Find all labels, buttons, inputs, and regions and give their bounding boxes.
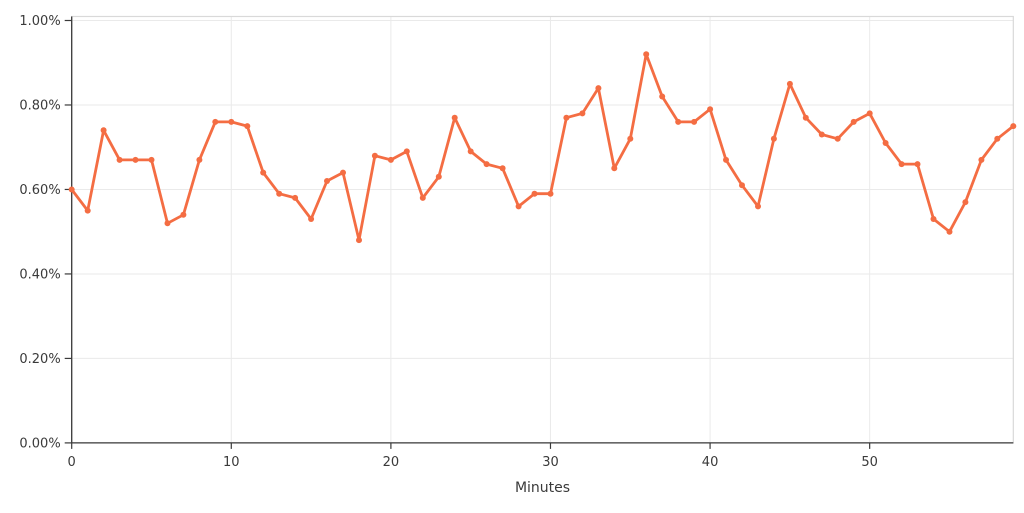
data-point [212,118,219,125]
data-point [930,216,937,222]
y-tick-label: 0.20% [19,352,60,367]
data-point [100,127,107,134]
x-axis-title: Minutes [515,480,570,496]
data-point [324,178,330,184]
data-point [244,123,251,130]
data-point [387,156,394,163]
x-tick-label: 0 [68,455,76,470]
data-point [818,131,825,138]
data-point [611,165,618,172]
data-point [116,156,123,163]
data-point [579,110,586,117]
data-point [946,228,953,235]
data-point [994,135,1001,142]
data-point [755,203,761,210]
data-point [531,190,538,197]
panel-border [71,15,1014,444]
data-point [675,118,682,125]
data-point [340,169,346,176]
data-point [467,148,474,155]
data-point [132,156,139,163]
data-point [978,156,985,163]
data-point [563,114,570,121]
axis-lines [71,16,1014,444]
data-point [148,156,155,163]
data-point [850,118,857,125]
data-point [882,140,889,146]
data-point [260,169,267,176]
data-point [68,186,75,193]
data-point [962,199,969,206]
y-tick-label: 0.80% [19,98,60,113]
x-tick-label: 20 [383,455,400,470]
tick-marks-and-labels: 0.00% 0.20% 0.40% 0.60% 0.80% 1.00% 0 10 20 30 40 5… [19,14,878,470]
data-point [723,156,729,163]
data-point [403,148,410,155]
data-point [770,135,777,142]
data-point [419,194,426,201]
data-point [292,194,299,201]
x-tick-label: 10 [223,455,240,470]
y-tick-label: 0.60% [19,183,60,198]
data-point [483,161,490,168]
data-point [627,135,634,142]
data-point [435,173,442,180]
data-point [499,165,506,172]
y-tick-label: 0.00% [19,436,60,451]
data-point [914,161,921,168]
data-point [786,80,793,87]
data-point [707,106,714,113]
data-point [595,85,602,92]
x-tick-label: 40 [702,455,719,470]
data-point [739,182,745,189]
data-point [802,114,809,121]
data-series [68,51,1017,244]
data-point [356,237,362,244]
data-point [84,207,91,214]
data-point [196,156,203,163]
data-point [371,152,378,159]
x-tick-label: 50 [861,455,878,470]
data-point [547,190,554,197]
x-tick-label: 30 [542,455,559,470]
data-point [180,211,187,218]
data-point [898,161,905,168]
data-point [834,135,841,142]
data-point [659,93,666,100]
y-tick-label: 1.00% [19,14,60,29]
data-point [866,110,873,117]
data-point [451,114,458,121]
data-point [164,220,171,227]
data-point [1010,123,1017,130]
series-line [70,52,1015,242]
data-point [515,203,522,210]
data-point [276,190,283,197]
data-point [691,118,698,125]
y-tick-label: 0.40% [19,267,60,282]
data-point [643,51,650,58]
data-point [308,216,315,222]
data-point [228,118,235,125]
gridlines [71,16,1014,443]
